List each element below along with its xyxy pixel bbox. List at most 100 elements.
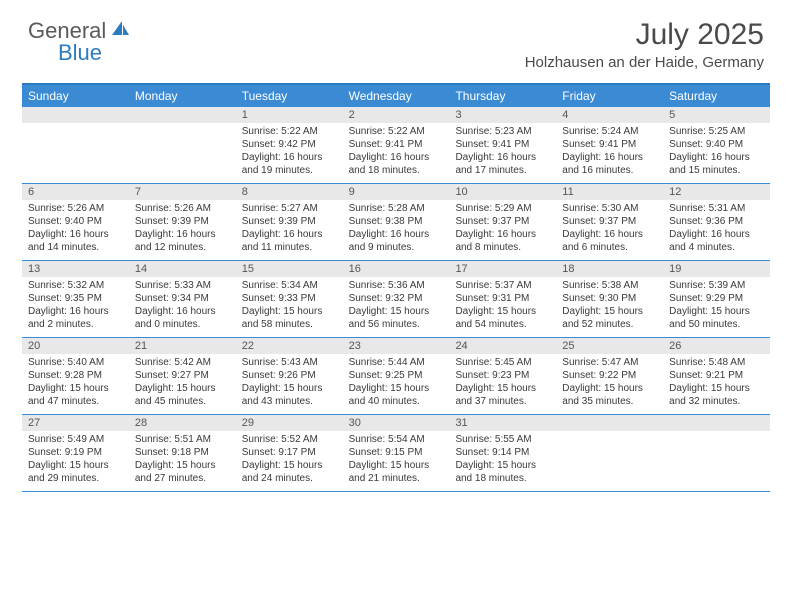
sunrise-line: Sunrise: 5:48 AM bbox=[669, 356, 764, 369]
sunset-line: Sunset: 9:19 PM bbox=[28, 446, 123, 459]
daylight-line: Daylight: 16 hours and 6 minutes. bbox=[562, 228, 657, 254]
day-body-row: Sunrise: 5:22 AMSunset: 9:42 PMDaylight:… bbox=[22, 123, 770, 183]
sunset-line: Sunset: 9:26 PM bbox=[242, 369, 337, 382]
day-number: 2 bbox=[343, 107, 450, 123]
sunset-line: Sunset: 9:22 PM bbox=[562, 369, 657, 382]
daylight-line: Daylight: 16 hours and 8 minutes. bbox=[455, 228, 550, 254]
day-number: 14 bbox=[129, 261, 236, 277]
sunrise-line: Sunrise: 5:40 AM bbox=[28, 356, 123, 369]
day-number: 29 bbox=[236, 415, 343, 431]
day-header: Tuesday bbox=[236, 85, 343, 107]
sunset-line: Sunset: 9:42 PM bbox=[242, 138, 337, 151]
daylight-line: Daylight: 16 hours and 15 minutes. bbox=[669, 151, 764, 177]
day-number-row: 2728293031 bbox=[22, 415, 770, 431]
day-cell: Sunrise: 5:36 AMSunset: 9:32 PMDaylight:… bbox=[343, 277, 450, 337]
sunrise-line: Sunrise: 5:25 AM bbox=[669, 125, 764, 138]
day-number: 4 bbox=[556, 107, 663, 123]
daylight-line: Daylight: 15 hours and 47 minutes. bbox=[28, 382, 123, 408]
day-cell: Sunrise: 5:27 AMSunset: 9:39 PMDaylight:… bbox=[236, 200, 343, 260]
day-number bbox=[663, 415, 770, 431]
day-body-row: Sunrise: 5:40 AMSunset: 9:28 PMDaylight:… bbox=[22, 354, 770, 414]
logo: General Blue bbox=[28, 18, 130, 44]
daylight-line: Daylight: 16 hours and 14 minutes. bbox=[28, 228, 123, 254]
sunrise-line: Sunrise: 5:45 AM bbox=[455, 356, 550, 369]
day-cell: Sunrise: 5:48 AMSunset: 9:21 PMDaylight:… bbox=[663, 354, 770, 414]
week: 6789101112Sunrise: 5:26 AMSunset: 9:40 P… bbox=[22, 184, 770, 261]
day-header: Thursday bbox=[449, 85, 556, 107]
sunset-line: Sunset: 9:18 PM bbox=[135, 446, 230, 459]
logo-sail-icon bbox=[110, 19, 130, 44]
daylight-line: Daylight: 16 hours and 16 minutes. bbox=[562, 151, 657, 177]
day-header: Friday bbox=[556, 85, 663, 107]
sunrise-line: Sunrise: 5:22 AM bbox=[349, 125, 444, 138]
day-cell bbox=[129, 123, 236, 183]
day-cell: Sunrise: 5:24 AMSunset: 9:41 PMDaylight:… bbox=[556, 123, 663, 183]
day-cell bbox=[556, 431, 663, 491]
day-number: 24 bbox=[449, 338, 556, 354]
daylight-line: Daylight: 16 hours and 19 minutes. bbox=[242, 151, 337, 177]
day-number: 27 bbox=[22, 415, 129, 431]
sunset-line: Sunset: 9:37 PM bbox=[455, 215, 550, 228]
sunset-line: Sunset: 9:38 PM bbox=[349, 215, 444, 228]
day-number: 21 bbox=[129, 338, 236, 354]
day-header-row: SundayMondayTuesdayWednesdayThursdayFrid… bbox=[22, 85, 770, 107]
location-subtitle: Holzhausen an der Haide, Germany bbox=[525, 54, 764, 71]
day-cell: Sunrise: 5:47 AMSunset: 9:22 PMDaylight:… bbox=[556, 354, 663, 414]
daylight-line: Daylight: 15 hours and 18 minutes. bbox=[455, 459, 550, 485]
sunset-line: Sunset: 9:39 PM bbox=[242, 215, 337, 228]
sunrise-line: Sunrise: 5:32 AM bbox=[28, 279, 123, 292]
sunrise-line: Sunrise: 5:49 AM bbox=[28, 433, 123, 446]
sunset-line: Sunset: 9:36 PM bbox=[669, 215, 764, 228]
daylight-line: Daylight: 16 hours and 18 minutes. bbox=[349, 151, 444, 177]
sunset-line: Sunset: 9:25 PM bbox=[349, 369, 444, 382]
day-cell: Sunrise: 5:44 AMSunset: 9:25 PMDaylight:… bbox=[343, 354, 450, 414]
sunrise-line: Sunrise: 5:23 AM bbox=[455, 125, 550, 138]
day-cell: Sunrise: 5:33 AMSunset: 9:34 PMDaylight:… bbox=[129, 277, 236, 337]
week: 12345Sunrise: 5:22 AMSunset: 9:42 PMDayl… bbox=[22, 107, 770, 184]
daylight-line: Daylight: 15 hours and 45 minutes. bbox=[135, 382, 230, 408]
daylight-line: Daylight: 15 hours and 37 minutes. bbox=[455, 382, 550, 408]
sunset-line: Sunset: 9:23 PM bbox=[455, 369, 550, 382]
daylight-line: Daylight: 15 hours and 21 minutes. bbox=[349, 459, 444, 485]
week: 13141516171819Sunrise: 5:32 AMSunset: 9:… bbox=[22, 261, 770, 338]
day-cell: Sunrise: 5:31 AMSunset: 9:36 PMDaylight:… bbox=[663, 200, 770, 260]
day-number: 5 bbox=[663, 107, 770, 123]
day-number bbox=[129, 107, 236, 123]
sunset-line: Sunset: 9:40 PM bbox=[669, 138, 764, 151]
day-cell: Sunrise: 5:51 AMSunset: 9:18 PMDaylight:… bbox=[129, 431, 236, 491]
day-cell: Sunrise: 5:25 AMSunset: 9:40 PMDaylight:… bbox=[663, 123, 770, 183]
sunrise-line: Sunrise: 5:28 AM bbox=[349, 202, 444, 215]
day-number-row: 20212223242526 bbox=[22, 338, 770, 354]
daylight-line: Daylight: 16 hours and 9 minutes. bbox=[349, 228, 444, 254]
daylight-line: Daylight: 15 hours and 50 minutes. bbox=[669, 305, 764, 331]
day-cell bbox=[22, 123, 129, 183]
day-number-row: 6789101112 bbox=[22, 184, 770, 200]
sunset-line: Sunset: 9:35 PM bbox=[28, 292, 123, 305]
sunrise-line: Sunrise: 5:31 AM bbox=[669, 202, 764, 215]
day-number: 16 bbox=[343, 261, 450, 277]
day-cell: Sunrise: 5:40 AMSunset: 9:28 PMDaylight:… bbox=[22, 354, 129, 414]
sunrise-line: Sunrise: 5:44 AM bbox=[349, 356, 444, 369]
day-number: 30 bbox=[343, 415, 450, 431]
day-number: 7 bbox=[129, 184, 236, 200]
daylight-line: Daylight: 15 hours and 32 minutes. bbox=[669, 382, 764, 408]
title-block: July 2025 Holzhausen an der Haide, Germa… bbox=[525, 18, 764, 71]
sunrise-line: Sunrise: 5:33 AM bbox=[135, 279, 230, 292]
day-cell: Sunrise: 5:52 AMSunset: 9:17 PMDaylight:… bbox=[236, 431, 343, 491]
sunset-line: Sunset: 9:21 PM bbox=[669, 369, 764, 382]
sunset-line: Sunset: 9:41 PM bbox=[562, 138, 657, 151]
daylight-line: Daylight: 15 hours and 35 minutes. bbox=[562, 382, 657, 408]
day-header: Saturday bbox=[663, 85, 770, 107]
day-cell: Sunrise: 5:42 AMSunset: 9:27 PMDaylight:… bbox=[129, 354, 236, 414]
day-body-row: Sunrise: 5:49 AMSunset: 9:19 PM Daylight:… bbox=[22, 431, 770, 491]
sunset-line: Sunset: 9:41 PM bbox=[349, 138, 444, 151]
day-cell: Sunrise: 5:26 AMSunset: 9:40 PMDaylight:… bbox=[22, 200, 129, 260]
day-cell: Sunrise: 5:37 AMSunset: 9:31 PMDaylight:… bbox=[449, 277, 556, 337]
sunrise-line: Sunrise: 5:26 AM bbox=[135, 202, 230, 215]
sunset-line: Sunset: 9:30 PM bbox=[562, 292, 657, 305]
day-number: 9 bbox=[343, 184, 450, 200]
day-cell bbox=[663, 431, 770, 491]
day-number: 13 bbox=[22, 261, 129, 277]
day-number: 3 bbox=[449, 107, 556, 123]
daylight-line: Daylight: 15 hours and 43 minutes. bbox=[242, 382, 337, 408]
